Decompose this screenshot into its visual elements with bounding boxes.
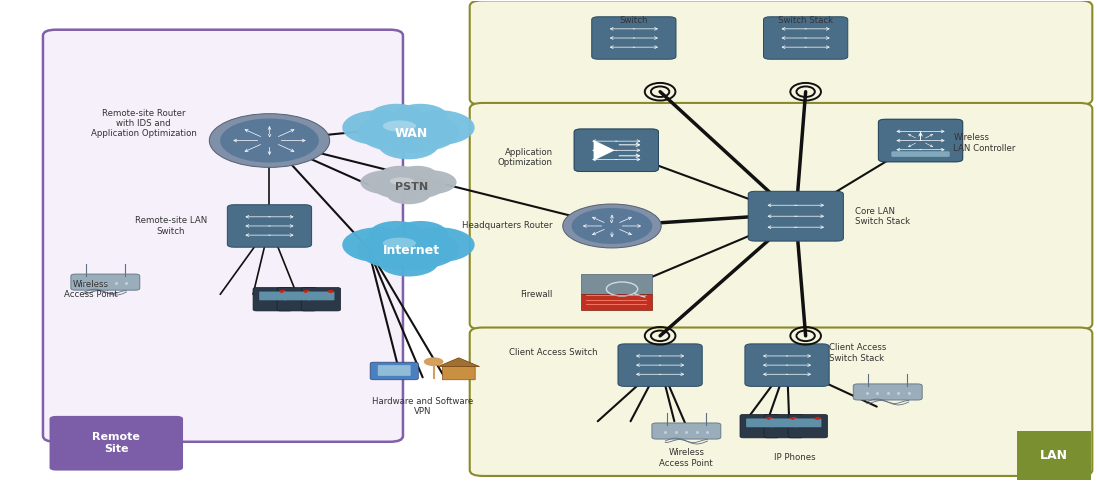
Text: Wireless
Access Point: Wireless Access Point: [65, 280, 118, 299]
Circle shape: [814, 417, 821, 420]
FancyBboxPatch shape: [746, 418, 773, 427]
FancyBboxPatch shape: [740, 414, 779, 438]
FancyBboxPatch shape: [794, 418, 822, 427]
FancyBboxPatch shape: [892, 151, 950, 157]
FancyBboxPatch shape: [770, 418, 798, 427]
FancyBboxPatch shape: [307, 292, 335, 300]
Circle shape: [210, 114, 330, 167]
Text: Application
Optimization: Application Optimization: [498, 148, 553, 167]
Ellipse shape: [394, 104, 448, 129]
Text: IP Phones: IP Phones: [773, 453, 815, 463]
Text: Remote-site Router
with IDS and
Application Optimization: Remote-site Router with IDS and Applicat…: [91, 109, 196, 138]
Ellipse shape: [371, 171, 445, 200]
Ellipse shape: [403, 110, 475, 145]
Circle shape: [280, 290, 286, 293]
Text: WAN: WAN: [395, 127, 428, 140]
FancyBboxPatch shape: [43, 30, 403, 442]
FancyBboxPatch shape: [764, 17, 848, 59]
Text: Core LAN
Switch Stack: Core LAN Switch Stack: [855, 207, 911, 226]
Text: V: V: [268, 134, 271, 137]
Ellipse shape: [380, 166, 419, 183]
Ellipse shape: [370, 221, 423, 246]
FancyBboxPatch shape: [377, 365, 410, 376]
FancyBboxPatch shape: [71, 274, 139, 290]
FancyBboxPatch shape: [1017, 431, 1092, 480]
FancyBboxPatch shape: [283, 292, 310, 300]
Circle shape: [328, 290, 333, 293]
Ellipse shape: [378, 248, 439, 276]
Ellipse shape: [386, 185, 430, 204]
Circle shape: [304, 290, 310, 293]
FancyBboxPatch shape: [227, 205, 312, 247]
FancyBboxPatch shape: [580, 294, 652, 310]
FancyBboxPatch shape: [618, 344, 702, 386]
Ellipse shape: [358, 112, 460, 153]
Ellipse shape: [358, 229, 460, 270]
Ellipse shape: [397, 166, 437, 183]
Text: Client Access
Switch Stack: Client Access Switch Stack: [828, 343, 886, 363]
Polygon shape: [438, 358, 479, 367]
Text: Wireless
LAN Controller: Wireless LAN Controller: [953, 133, 1016, 153]
Ellipse shape: [383, 120, 416, 132]
Text: Internet: Internet: [383, 244, 440, 257]
Text: Client Access Switch: Client Access Switch: [509, 349, 598, 357]
FancyBboxPatch shape: [574, 129, 658, 171]
Ellipse shape: [403, 227, 475, 262]
FancyBboxPatch shape: [748, 191, 844, 241]
FancyBboxPatch shape: [745, 344, 829, 386]
FancyBboxPatch shape: [302, 288, 340, 311]
FancyBboxPatch shape: [591, 17, 676, 59]
Polygon shape: [593, 140, 615, 161]
FancyBboxPatch shape: [470, 327, 1093, 476]
Circle shape: [572, 208, 653, 244]
Polygon shape: [442, 361, 475, 380]
Text: Switch Stack: Switch Stack: [778, 16, 834, 26]
FancyBboxPatch shape: [788, 414, 827, 438]
FancyBboxPatch shape: [253, 288, 293, 311]
Circle shape: [563, 204, 661, 248]
FancyBboxPatch shape: [574, 129, 658, 171]
Circle shape: [766, 417, 772, 420]
FancyBboxPatch shape: [879, 119, 963, 162]
FancyBboxPatch shape: [49, 416, 183, 470]
Circle shape: [220, 118, 319, 163]
FancyBboxPatch shape: [470, 103, 1093, 329]
Circle shape: [423, 357, 443, 366]
FancyBboxPatch shape: [879, 119, 963, 162]
Text: Switch: Switch: [620, 16, 648, 26]
FancyBboxPatch shape: [580, 273, 652, 294]
Text: Wireless
Access Point: Wireless Access Point: [659, 448, 713, 467]
FancyBboxPatch shape: [278, 288, 317, 311]
Ellipse shape: [394, 221, 448, 246]
Circle shape: [790, 417, 796, 420]
Text: Hardware and Software
VPN: Hardware and Software VPN: [372, 397, 473, 416]
Text: V: V: [610, 220, 613, 224]
FancyBboxPatch shape: [259, 292, 286, 300]
Ellipse shape: [342, 227, 415, 262]
Ellipse shape: [360, 170, 412, 194]
Text: Remote
Site: Remote Site: [92, 433, 140, 454]
Text: LAN: LAN: [1040, 449, 1068, 462]
Text: Firewall: Firewall: [520, 290, 553, 299]
FancyBboxPatch shape: [470, 0, 1093, 105]
FancyBboxPatch shape: [853, 384, 923, 400]
Text: Remote-site LAN
Switch: Remote-site LAN Switch: [135, 216, 207, 236]
FancyBboxPatch shape: [370, 362, 418, 380]
Ellipse shape: [370, 104, 423, 129]
Text: PSTN: PSTN: [395, 182, 428, 192]
Ellipse shape: [342, 110, 415, 145]
Ellipse shape: [389, 177, 414, 185]
FancyBboxPatch shape: [765, 414, 803, 438]
Text: Headquarters Router: Headquarters Router: [462, 221, 553, 230]
Ellipse shape: [383, 238, 416, 249]
FancyBboxPatch shape: [652, 423, 721, 439]
Ellipse shape: [404, 170, 456, 194]
Ellipse shape: [378, 131, 439, 159]
